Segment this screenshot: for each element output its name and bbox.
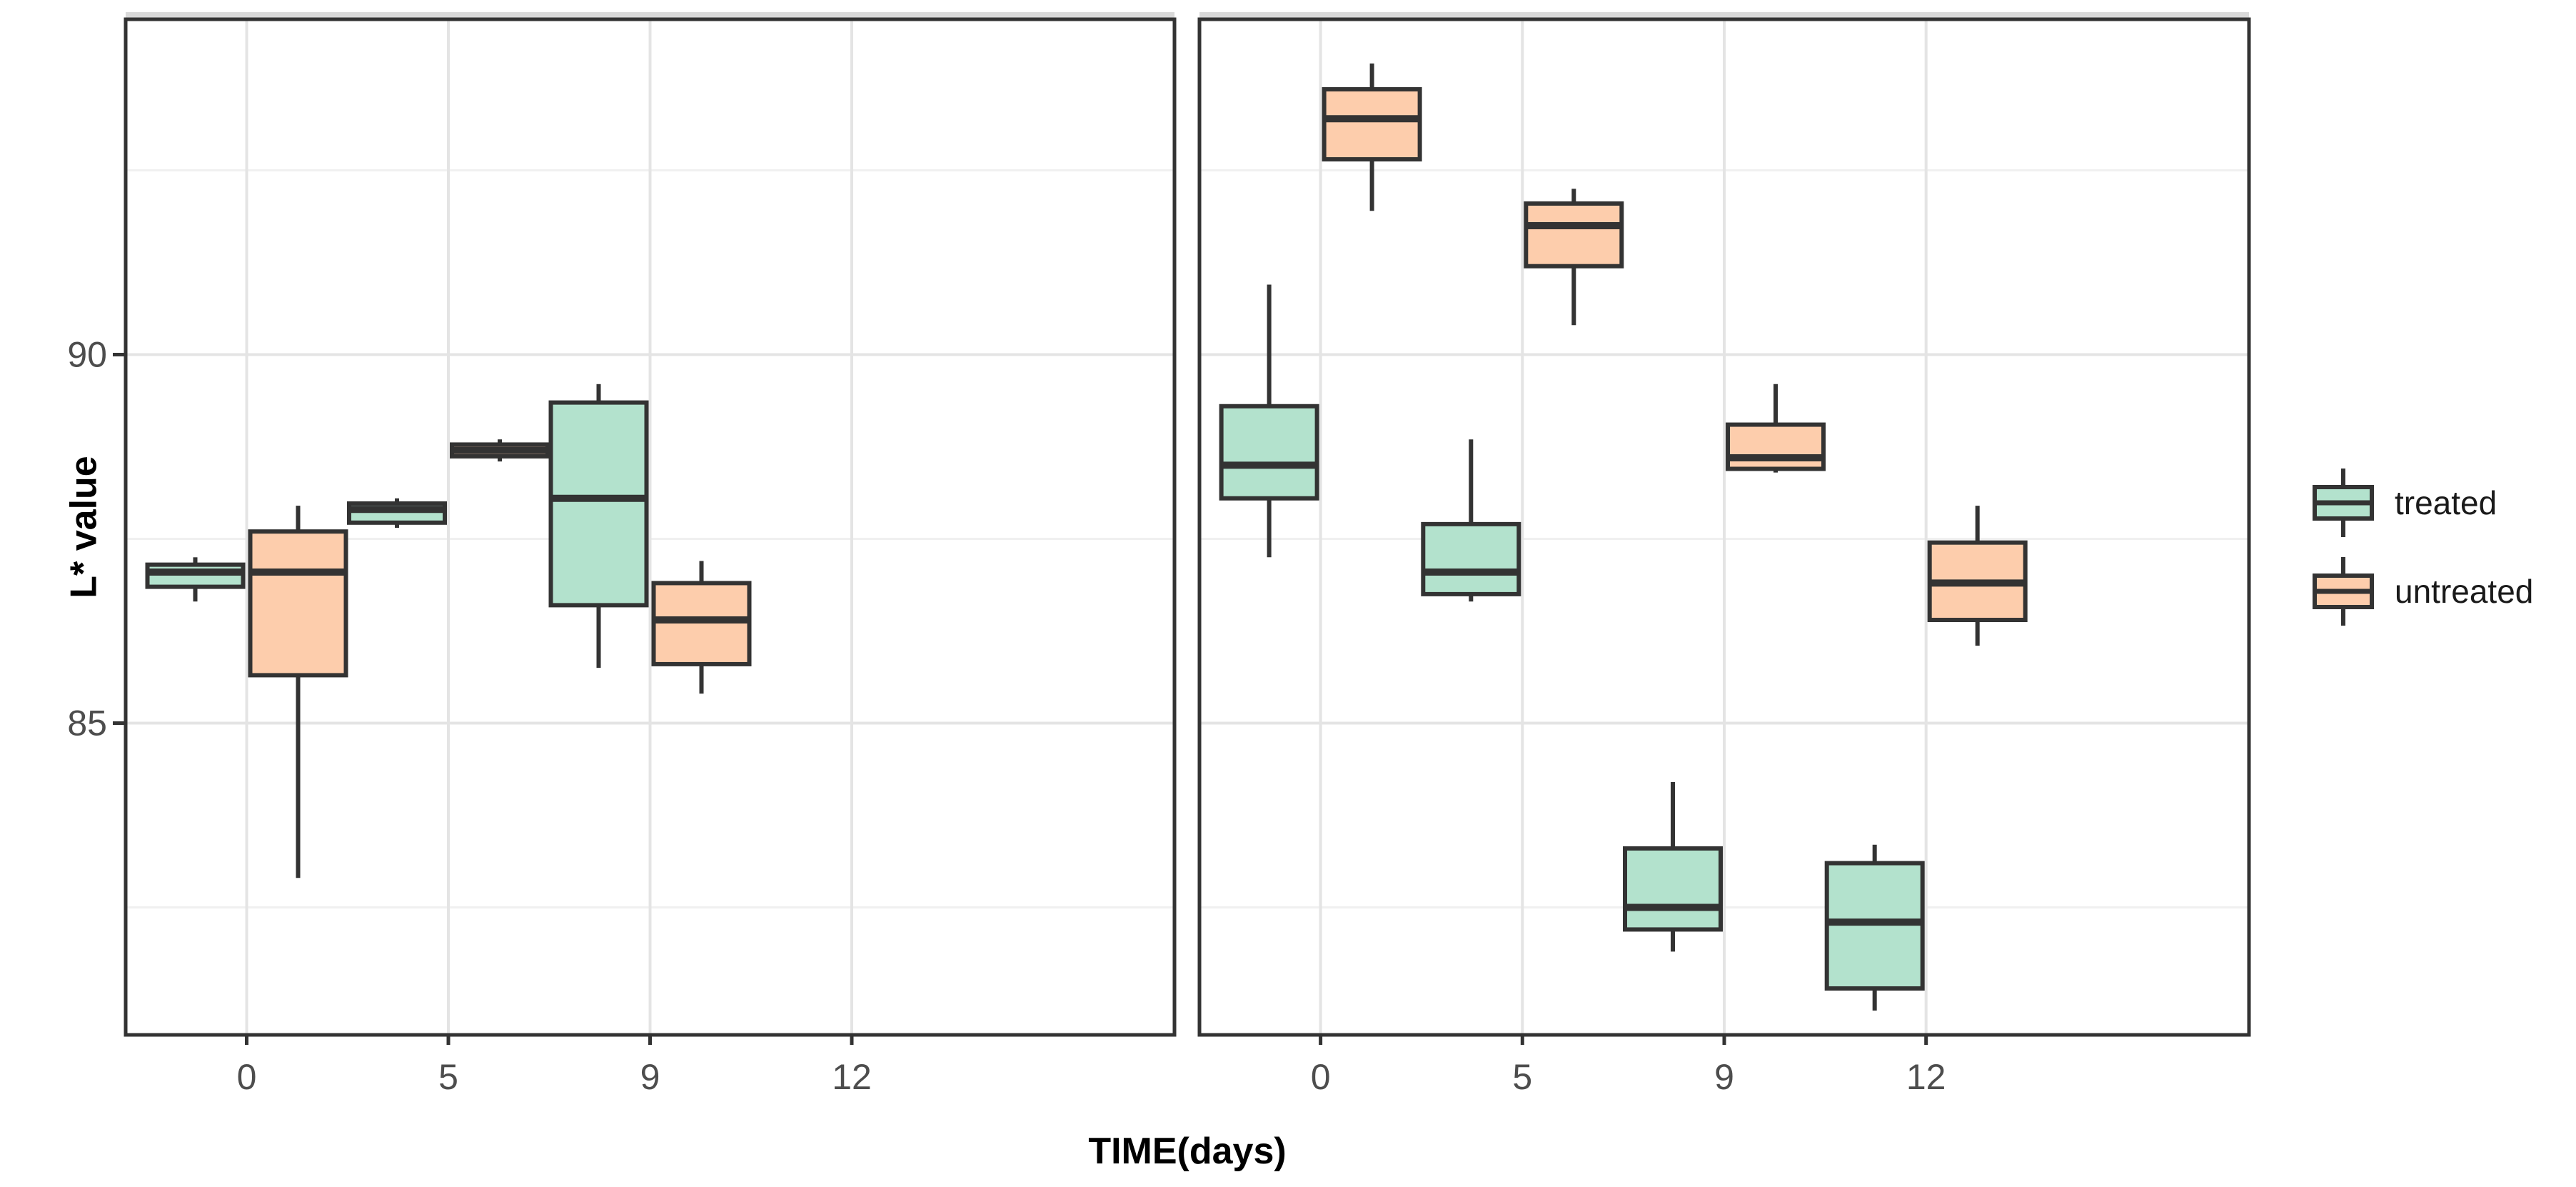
y-axis-title: L* value <box>63 456 105 598</box>
box-untreated-day9 <box>1726 422 1826 471</box>
box-treated-day0 <box>1219 404 1319 501</box>
legend: treated untreated <box>2310 466 2533 628</box>
box-treated-day0 <box>145 562 246 589</box>
x-tick-label: 0 <box>1311 1057 1331 1097</box>
legend-label-treated: treated <box>2395 484 2497 521</box>
box-untreated-day0 <box>248 529 348 678</box>
boxplot-key-icon <box>2313 557 2374 626</box>
x-tick-label: 5 <box>438 1057 458 1097</box>
x-tick-label: 12 <box>832 1057 872 1097</box>
x-tick-label: 0 <box>237 1057 257 1097</box>
box-treated-day5 <box>1421 521 1521 596</box>
box-untreated-day5 <box>1524 201 1624 269</box>
x-tick-label: 9 <box>1714 1057 1734 1097</box>
y-tick-label: 90 <box>67 335 107 375</box>
x-tick-label: 9 <box>640 1057 660 1097</box>
y-tick-label: 85 <box>67 703 107 743</box>
legend-item-untreated: untreated <box>2310 554 2533 628</box>
box-untreated-day0 <box>1322 87 1422 162</box>
x-tick-label: 12 <box>1906 1057 1946 1097</box>
legend-label-untreated: untreated <box>2395 573 2534 610</box>
box-treated-day12 <box>1824 861 1925 991</box>
box-untreated-day9 <box>651 581 752 666</box>
box-treated-day9 <box>548 400 649 608</box>
legend-item-treated: treated <box>2310 466 2533 540</box>
box-treated-day9 <box>1623 846 1723 932</box>
facet-strip <box>126 12 1174 19</box>
facet-strip <box>1199 12 2249 19</box>
x-tick-label: 5 <box>1512 1057 1532 1097</box>
x-axis-title: TIME(days) <box>1088 1131 1287 1172</box>
boxplot-key-icon <box>2313 469 2374 537</box>
